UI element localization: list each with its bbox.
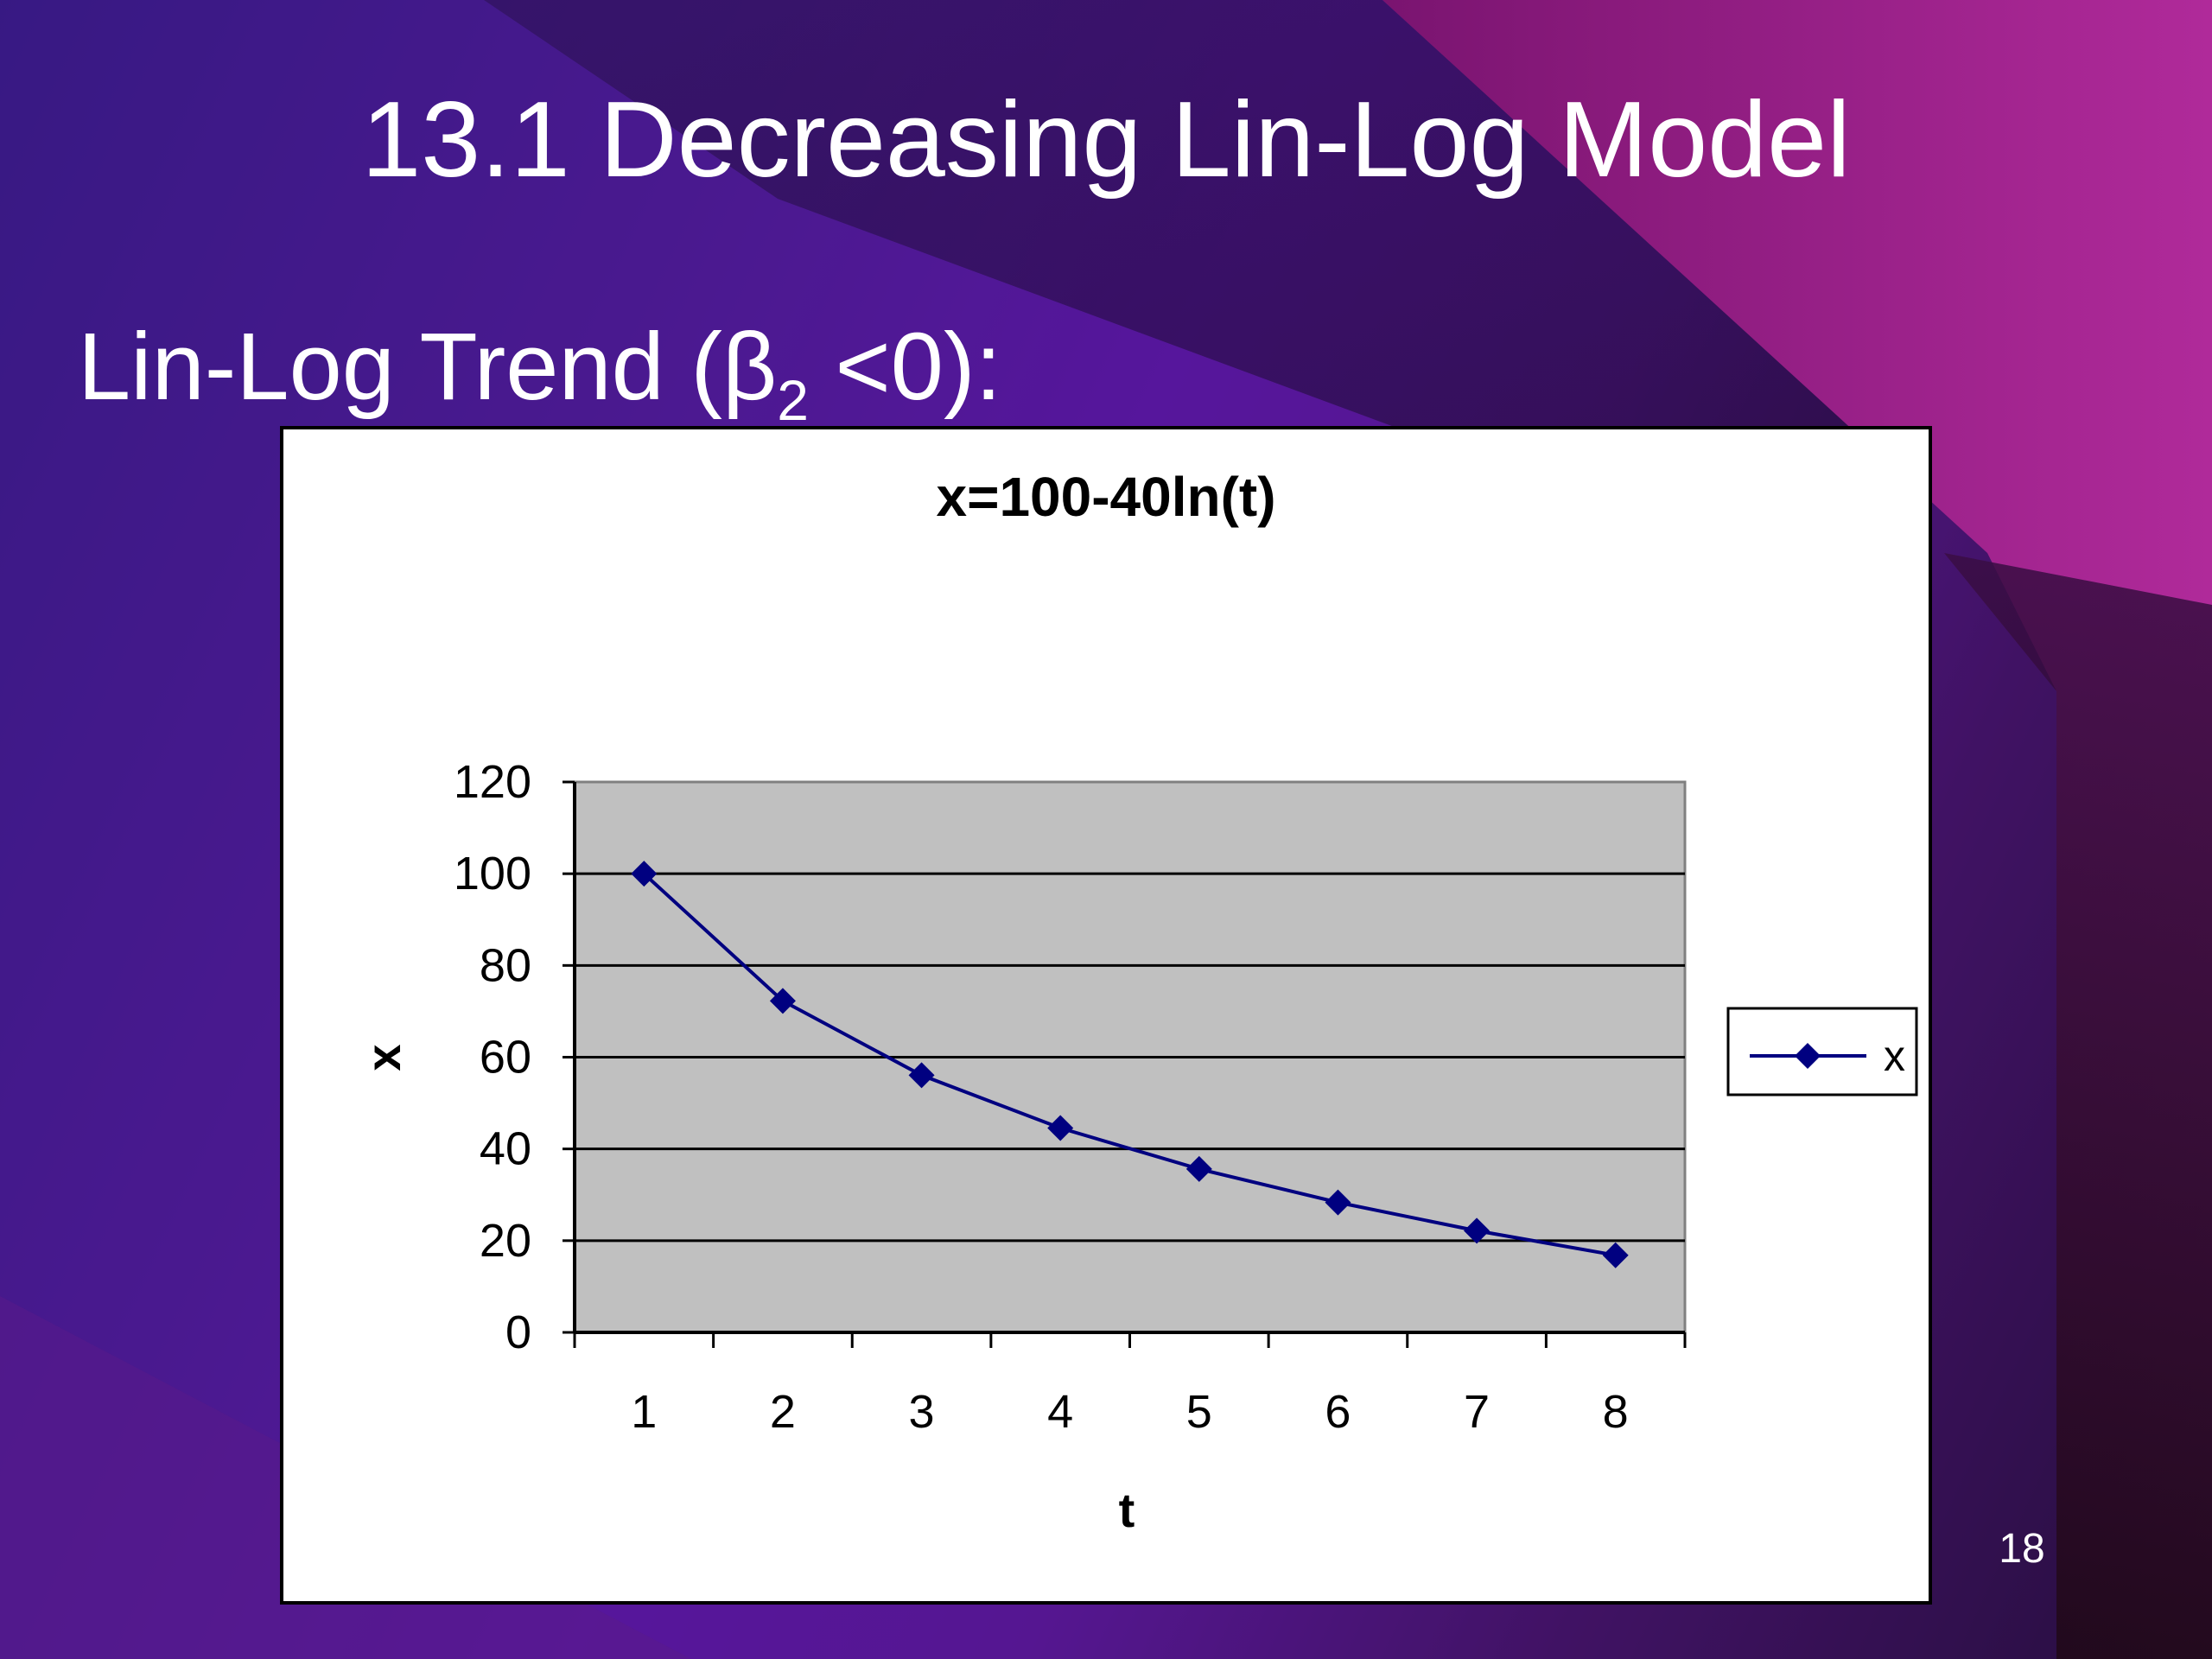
chart-title: x=100-40ln(t) [936,466,1275,528]
data-point-marker [631,861,658,887]
x-tick-label: 2 [770,1386,796,1438]
x-tick-label: 3 [909,1386,935,1438]
legend-box [1726,1007,1918,1096]
y-tick-label: 100 [454,848,531,899]
subtitle-main: Lin-Log Trend (β [78,314,778,420]
y-tick-label: 0 [505,1306,531,1358]
legend-label: x [1884,1032,1905,1080]
series-line [642,872,1617,1257]
legend-marker [1795,1043,1821,1069]
x-tick-label: 1 [631,1386,657,1438]
data-point-marker [1185,1155,1212,1182]
data-point-marker [908,1062,935,1089]
x-tick-label: 5 [1186,1386,1212,1438]
x-tick-label: 4 [1047,1386,1073,1438]
data-point-marker [1602,1242,1629,1268]
x-tick-label: 7 [1464,1386,1490,1438]
subtitle-rest: <0): [808,314,1002,420]
slide-subtitle: Lin-Log Trend (β2 <0): [78,311,1002,429]
data-point-marker [1325,1189,1351,1216]
y-tick-label: 80 [480,939,531,991]
y-tick-label: 60 [480,1032,531,1084]
x-tick-label: 8 [1603,1386,1629,1438]
data-point-marker [769,988,796,1014]
x-axis-label: t [1119,1483,1135,1537]
y-axis-label: x [356,1044,410,1071]
page-number: 18 [1999,1526,2045,1572]
data-point-marker [1047,1115,1074,1141]
data-point-marker [1464,1217,1491,1244]
subtitle-subscript: 2 [777,368,809,432]
y-tick-label: 20 [480,1215,531,1267]
y-tick-label: 120 [454,756,531,808]
chart-container: x=100-40ln(t) 0 20 40 60 80 100 120 1 2 3 4 5 6 7 8 t x x [280,426,1932,1605]
line-chart: x=100-40ln(t) 0 20 40 60 80 100 120 1 2 3 4 5 6 7 8 t x x [356,466,1918,1537]
slide-title: 13.1 Decreasing Lin-Log Model [361,80,1851,200]
y-tick-label: 40 [480,1123,531,1175]
x-tick-label: 6 [1325,1386,1351,1438]
